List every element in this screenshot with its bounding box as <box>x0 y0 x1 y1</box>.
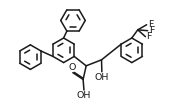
Text: OH: OH <box>95 73 109 82</box>
Text: F: F <box>146 32 152 41</box>
Text: OH: OH <box>77 91 91 100</box>
Text: O: O <box>69 63 76 72</box>
Text: F: F <box>148 20 153 29</box>
Text: F: F <box>149 26 154 35</box>
